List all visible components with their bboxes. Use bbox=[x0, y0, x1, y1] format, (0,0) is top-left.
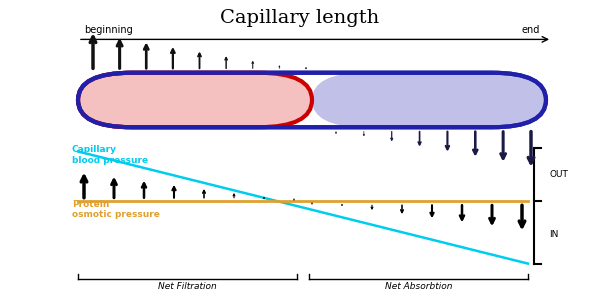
Text: OUT: OUT bbox=[549, 171, 568, 179]
Text: beginning: beginning bbox=[84, 25, 133, 35]
Text: IN: IN bbox=[549, 230, 559, 238]
Text: Protein
osmotic pressure: Protein osmotic pressure bbox=[72, 200, 160, 219]
Text: end: end bbox=[521, 25, 540, 35]
FancyBboxPatch shape bbox=[78, 73, 312, 127]
Text: Capillary
blood pressure: Capillary blood pressure bbox=[72, 145, 148, 165]
FancyBboxPatch shape bbox=[312, 73, 546, 127]
Text: Net Filtration: Net Filtration bbox=[158, 282, 217, 291]
Text: Capillary length: Capillary length bbox=[220, 9, 380, 27]
Text: Net Absorbtion: Net Absorbtion bbox=[385, 282, 452, 291]
